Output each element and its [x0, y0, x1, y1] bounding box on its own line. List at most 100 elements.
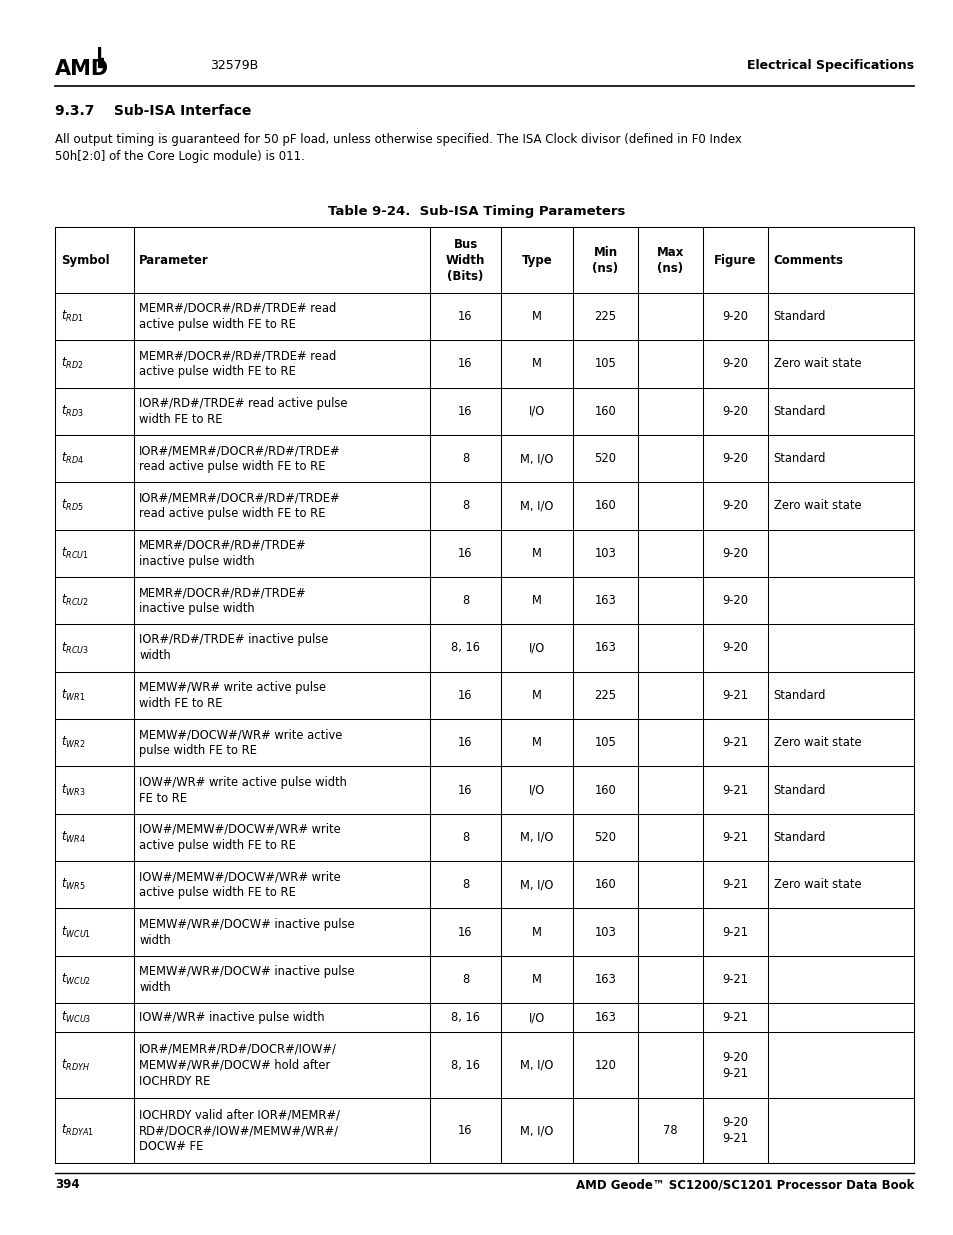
Text: Max
(ns): Max (ns): [656, 246, 683, 274]
Text: 16: 16: [457, 925, 473, 939]
Text: MEMW#/WR# write active pulse
width FE to RE: MEMW#/WR# write active pulse width FE to…: [139, 680, 326, 710]
Text: $t_{WCU2}$: $t_{WCU2}$: [61, 972, 91, 987]
Text: 8: 8: [461, 831, 469, 844]
Text: Symbol: Symbol: [61, 253, 110, 267]
Text: M: M: [532, 547, 541, 559]
Text: 9-21: 9-21: [721, 736, 747, 750]
Text: 16: 16: [457, 1124, 473, 1137]
Text: Standard: Standard: [773, 452, 825, 466]
Text: I/O: I/O: [529, 1011, 545, 1024]
Text: MEMR#/DOCR#/RD#/TRDE#
inactive pulse width: MEMR#/DOCR#/RD#/TRDE# inactive pulse wid…: [139, 538, 307, 568]
Text: 9-20: 9-20: [721, 499, 747, 513]
FancyArrow shape: [98, 58, 104, 67]
Text: IOR#/MEMR#/RD#/DOCR#/IOW#/
MEMW#/WR#/DOCW# hold after
IOCHRDY RE: IOR#/MEMR#/RD#/DOCR#/IOW#/ MEMW#/WR#/DOC…: [139, 1042, 337, 1088]
Text: MEMW#/DOCW#/WR# write active
pulse width FE to RE: MEMW#/DOCW#/WR# write active pulse width…: [139, 729, 342, 757]
Text: 16: 16: [457, 783, 473, 797]
Text: 160: 160: [594, 878, 616, 892]
Text: M, I/O: M, I/O: [520, 499, 554, 513]
Text: Standard: Standard: [773, 831, 825, 844]
Text: 8, 16: 8, 16: [451, 641, 479, 655]
Text: 16: 16: [457, 310, 473, 324]
Text: M: M: [532, 689, 541, 701]
Text: 9-21: 9-21: [721, 831, 747, 844]
Text: 8: 8: [461, 973, 469, 986]
Text: Min
(ns): Min (ns): [592, 246, 618, 274]
Text: $t_{RCU3}$: $t_{RCU3}$: [61, 641, 89, 656]
Text: I/O: I/O: [529, 783, 545, 797]
Text: $t_{WR2}$: $t_{WR2}$: [61, 735, 86, 750]
Text: $t_{RD1}$: $t_{RD1}$: [61, 309, 84, 324]
Text: 8: 8: [461, 594, 469, 608]
Text: 103: 103: [594, 547, 616, 559]
Text: 520: 520: [594, 452, 616, 466]
Text: 8: 8: [461, 452, 469, 466]
Text: Standard: Standard: [773, 783, 825, 797]
Text: $t_{WR1}$: $t_{WR1}$: [61, 688, 86, 703]
Text: 9-21: 9-21: [721, 878, 747, 892]
Text: IOW#/WR# write active pulse width
FE to RE: IOW#/WR# write active pulse width FE to …: [139, 776, 347, 804]
Text: 160: 160: [594, 499, 616, 513]
Text: I/O: I/O: [529, 641, 545, 655]
Text: Zero wait state: Zero wait state: [773, 878, 861, 892]
Text: 9-21: 9-21: [721, 973, 747, 986]
Text: Type: Type: [521, 253, 552, 267]
Text: M, I/O: M, I/O: [520, 1124, 554, 1137]
Text: 394: 394: [55, 1178, 80, 1192]
Text: Table 9-24.  Sub-ISA Timing Parameters: Table 9-24. Sub-ISA Timing Parameters: [328, 205, 625, 219]
Text: 103: 103: [594, 925, 616, 939]
Text: 9-21: 9-21: [721, 925, 747, 939]
Text: Standard: Standard: [773, 689, 825, 701]
Text: 8: 8: [461, 878, 469, 892]
Text: 225: 225: [594, 689, 616, 701]
Text: $t_{RD2}$: $t_{RD2}$: [61, 356, 84, 372]
Text: 9-20: 9-20: [721, 310, 747, 324]
Text: M: M: [532, 973, 541, 986]
Text: AMD: AMD: [55, 59, 110, 79]
Text: MEMR#/DOCR#/RD#/TRDE# read
active pulse width FE to RE: MEMR#/DOCR#/RD#/TRDE# read active pulse …: [139, 303, 336, 331]
Text: Comments: Comments: [773, 253, 842, 267]
Text: $t_{RD5}$: $t_{RD5}$: [61, 499, 84, 514]
Text: Figure: Figure: [714, 253, 756, 267]
Text: Zero wait state: Zero wait state: [773, 499, 861, 513]
Text: 9-20: 9-20: [721, 594, 747, 608]
Text: 160: 160: [594, 783, 616, 797]
Text: 9-20: 9-20: [721, 357, 747, 370]
Text: M, I/O: M, I/O: [520, 878, 554, 892]
Text: 120: 120: [594, 1058, 616, 1072]
Text: M, I/O: M, I/O: [520, 831, 554, 844]
Text: 8, 16: 8, 16: [451, 1011, 479, 1024]
Text: 163: 163: [594, 973, 616, 986]
Text: 9-20: 9-20: [721, 452, 747, 466]
Text: Zero wait state: Zero wait state: [773, 736, 861, 750]
Text: IOR#/MEMR#/DOCR#/RD#/TRDE#
read active pulse width FE to RE: IOR#/MEMR#/DOCR#/RD#/TRDE# read active p…: [139, 445, 340, 473]
Text: 16: 16: [457, 547, 473, 559]
Text: M: M: [532, 925, 541, 939]
Text: $t_{RDYH}$: $t_{RDYH}$: [61, 1057, 90, 1072]
Text: 8: 8: [461, 499, 469, 513]
Text: 163: 163: [594, 594, 616, 608]
Text: 9-20: 9-20: [721, 547, 747, 559]
Text: 16: 16: [457, 405, 473, 417]
Text: $t_{RCU2}$: $t_{RCU2}$: [61, 593, 89, 608]
Text: IOR#/RD#/TRDE# read active pulse
width FE to RE: IOR#/RD#/TRDE# read active pulse width F…: [139, 396, 348, 426]
Text: M: M: [532, 310, 541, 324]
Text: $t_{WCU1}$: $t_{WCU1}$: [61, 925, 91, 940]
Text: M, I/O: M, I/O: [520, 1058, 554, 1072]
Text: Bus
Width
(Bits): Bus Width (Bits): [445, 237, 485, 283]
Text: 160: 160: [594, 405, 616, 417]
Text: M: M: [532, 594, 541, 608]
Text: IOW#/WR# inactive pulse width: IOW#/WR# inactive pulse width: [139, 1011, 325, 1024]
Text: $t_{WR3}$: $t_{WR3}$: [61, 783, 86, 798]
Text: All output timing is guaranteed for 50 pF load, unless otherwise specified. The : All output timing is guaranteed for 50 p…: [55, 133, 741, 163]
Text: AMD Geode™ SC1200/SC1201 Processor Data Book: AMD Geode™ SC1200/SC1201 Processor Data …: [575, 1178, 913, 1192]
Text: 105: 105: [594, 357, 616, 370]
Text: IOR#/RD#/TRDE# inactive pulse
width: IOR#/RD#/TRDE# inactive pulse width: [139, 634, 329, 662]
Text: 225: 225: [594, 310, 616, 324]
FancyArrow shape: [96, 47, 100, 63]
Text: Parameter: Parameter: [139, 253, 209, 267]
Text: 8, 16: 8, 16: [451, 1058, 479, 1072]
Text: 9-20
9-21: 9-20 9-21: [721, 1051, 747, 1079]
Text: 9-21: 9-21: [721, 1011, 747, 1024]
Text: 9-21: 9-21: [721, 783, 747, 797]
Text: MEMR#/DOCR#/RD#/TRDE#
inactive pulse width: MEMR#/DOCR#/RD#/TRDE# inactive pulse wid…: [139, 587, 307, 615]
